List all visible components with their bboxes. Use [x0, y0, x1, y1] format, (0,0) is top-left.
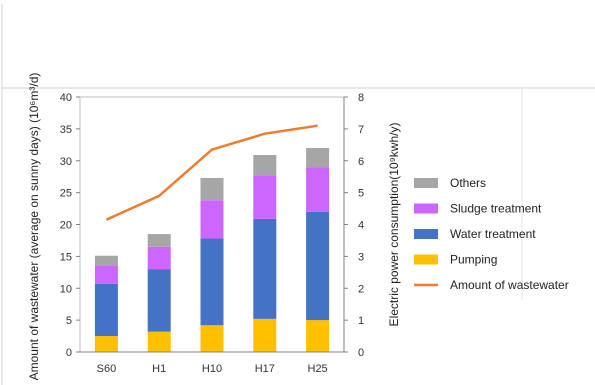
y2-tick-label: 6 — [358, 156, 364, 168]
bar-pumping-h25 — [306, 320, 330, 352]
bar-sludge-treatment-h10 — [200, 200, 224, 239]
legend-swatch-water-treatment — [414, 229, 438, 239]
bar-sludge-treatment-h25 — [306, 167, 330, 212]
bar-pumping-h10 — [200, 325, 224, 352]
bar-others-h1 — [147, 234, 171, 247]
y2-axis-title: Electric power consumption(10⁹kwh/y) — [387, 123, 401, 327]
y2-tick-label: 2 — [358, 283, 364, 295]
x-tick-label: H17 — [255, 363, 275, 375]
y2-tick-label: 8 — [358, 92, 364, 104]
legend-label-sludge-treatment: Sludge treatment — [450, 202, 542, 216]
bar-others-h17 — [253, 155, 277, 176]
x-tick-label: H25 — [308, 363, 328, 375]
y-tick-label: 30 — [60, 156, 72, 168]
y-tick-label: 0 — [66, 347, 72, 359]
y2-tick-label: 0 — [358, 347, 364, 359]
y-tick-label: 10 — [60, 283, 72, 295]
legend-swatch-others — [414, 178, 438, 188]
bars — [94, 148, 330, 352]
legend-label-water-treatment: Water treatment — [450, 227, 536, 241]
axes: 0 5 10 15 20 25 30 35 40 0 1 2 3 4 5 6 7 8 S60 H1 H10 H17 H25 A… — [27, 73, 401, 381]
y2-tick-label: 1 — [358, 315, 364, 327]
legend-swatch-sludge-treatment — [414, 203, 438, 214]
bar-pumping-h17 — [253, 318, 277, 352]
bar-others-h25 — [306, 148, 330, 168]
bar-pumping-h1 — [147, 331, 171, 352]
y-axis-title: Amount of wastewater (average on sunny d… — [27, 73, 41, 381]
x-tick-label: H1 — [152, 363, 166, 375]
bar-pumping-s60 — [94, 336, 118, 352]
y2-tick-label: 7 — [358, 124, 364, 136]
y-tick-label: 15 — [60, 251, 72, 263]
page-frame-lines — [1, 4, 595, 385]
y-tick-label: 40 — [60, 92, 72, 104]
bar-water-treatment-s60 — [94, 283, 118, 337]
y2-tick-label: 4 — [358, 220, 364, 232]
x-tick-label: H10 — [202, 363, 222, 375]
bar-others-h10 — [200, 177, 224, 201]
bar-water-treatment-h1 — [147, 269, 171, 332]
y-tick-label: 20 — [60, 220, 72, 232]
bar-water-treatment-h17 — [253, 218, 277, 319]
legend-label-others: Others — [450, 176, 486, 190]
x-tick-label: S60 — [97, 363, 117, 375]
bar-water-treatment-h25 — [306, 211, 330, 321]
y2-tick-label: 5 — [358, 188, 364, 200]
legend: Others Sludge treatment Water treatment Pum… — [414, 176, 569, 292]
bar-others-s60 — [94, 255, 118, 266]
y-tick-label: 5 — [66, 315, 72, 327]
bar-water-treatment-h10 — [200, 238, 224, 326]
y-tick-label: 25 — [60, 188, 72, 200]
legend-swatch-pumping — [414, 254, 438, 265]
bar-sludge-treatment-h1 — [147, 246, 171, 270]
legend-label-pumping: Pumping — [450, 253, 497, 267]
y2-tick-label: 3 — [358, 251, 364, 263]
bar-sludge-treatment-h17 — [253, 175, 277, 219]
legend-label-amount-of-wastewater: Amount of wastewater — [450, 278, 569, 292]
y-tick-label: 35 — [60, 124, 72, 136]
wastewater-line — [105, 124, 318, 221]
bar-sludge-treatment-s60 — [94, 265, 118, 284]
